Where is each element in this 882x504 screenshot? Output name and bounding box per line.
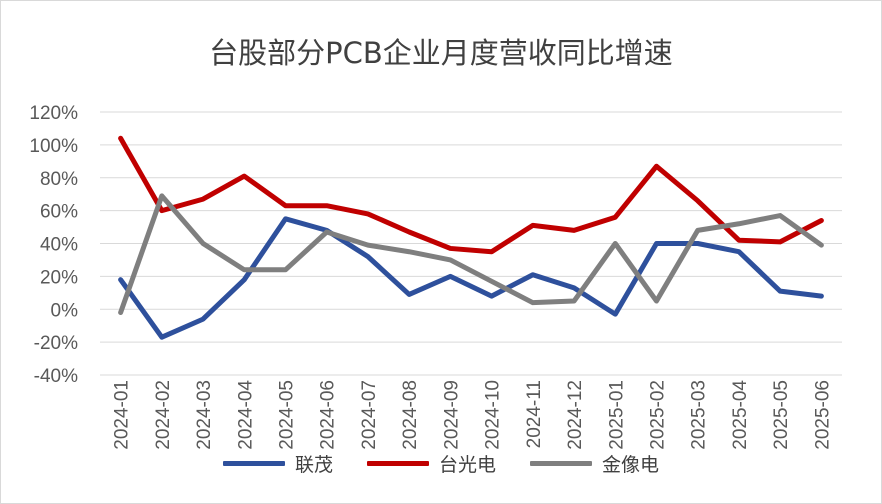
y-tick-label: 0% bbox=[51, 300, 79, 321]
y-axis-ticks: 120% 100% 80% 60% 40% 20% 0% -20% -40% bbox=[29, 103, 78, 387]
y-tick-label: -40% bbox=[34, 366, 78, 387]
x-tick-label: 2025-05 bbox=[771, 380, 792, 450]
legend-label: 联茂 bbox=[294, 453, 333, 476]
legend-swatch bbox=[222, 460, 285, 466]
y-tick-label: 60% bbox=[40, 202, 78, 223]
chart-title: 台股部分PCB企业月度营收同比增速 bbox=[209, 36, 673, 70]
y-tick-label: 20% bbox=[40, 267, 78, 288]
x-tick-label: 2024-04 bbox=[235, 380, 256, 450]
x-tick-label: 2024-09 bbox=[441, 380, 462, 450]
x-tick-label: 2024-07 bbox=[359, 380, 380, 450]
x-tick-label: 2024-12 bbox=[565, 380, 586, 450]
y-tick-label: 80% bbox=[40, 169, 78, 190]
legend-label: 台光电 bbox=[438, 453, 496, 476]
y-tick-label: 100% bbox=[29, 136, 78, 157]
x-tick-label: 2024-03 bbox=[194, 380, 215, 450]
x-tick-label: 2024-11 bbox=[524, 380, 545, 448]
series-lines bbox=[118, 135, 824, 340]
legend-swatch bbox=[530, 460, 592, 466]
y-tick-label: 40% bbox=[40, 235, 78, 256]
x-tick-label: 2024-01 bbox=[112, 380, 133, 450]
legend-label: 金像电 bbox=[602, 453, 660, 476]
x-tick-label: 2025-03 bbox=[689, 380, 710, 450]
legend-item: 台光电 bbox=[366, 450, 496, 477]
x-tick-label: 2024-05 bbox=[277, 380, 298, 450]
x-tick-label: 2025-06 bbox=[812, 380, 833, 450]
gridlines bbox=[100, 111, 842, 376]
y-tick-label: 120% bbox=[29, 103, 78, 124]
x-tick-label: 2025-04 bbox=[730, 380, 751, 450]
x-axis-ticks: 2024-01 2024-02 2024-03 2024-04 2024-05 2024-… bbox=[112, 380, 834, 450]
series-line bbox=[118, 193, 824, 316]
x-tick-label: 2024-02 bbox=[153, 380, 174, 450]
series-line bbox=[118, 216, 824, 340]
legend-item: 联茂 bbox=[222, 450, 333, 477]
x-tick-label: 2025-01 bbox=[606, 380, 627, 450]
x-tick-label: 2024-06 bbox=[318, 380, 339, 450]
y-tick-label: -20% bbox=[34, 333, 78, 354]
x-tick-label: 2025-02 bbox=[648, 380, 669, 450]
x-tick-label: 2024-08 bbox=[400, 380, 421, 450]
legend: 联茂 台光电 金像电 bbox=[0, 448, 882, 478]
x-tick-label: 2024-10 bbox=[483, 380, 504, 450]
series-line bbox=[118, 135, 824, 255]
legend-item: 金像电 bbox=[530, 450, 659, 477]
legend-swatch bbox=[366, 460, 429, 466]
